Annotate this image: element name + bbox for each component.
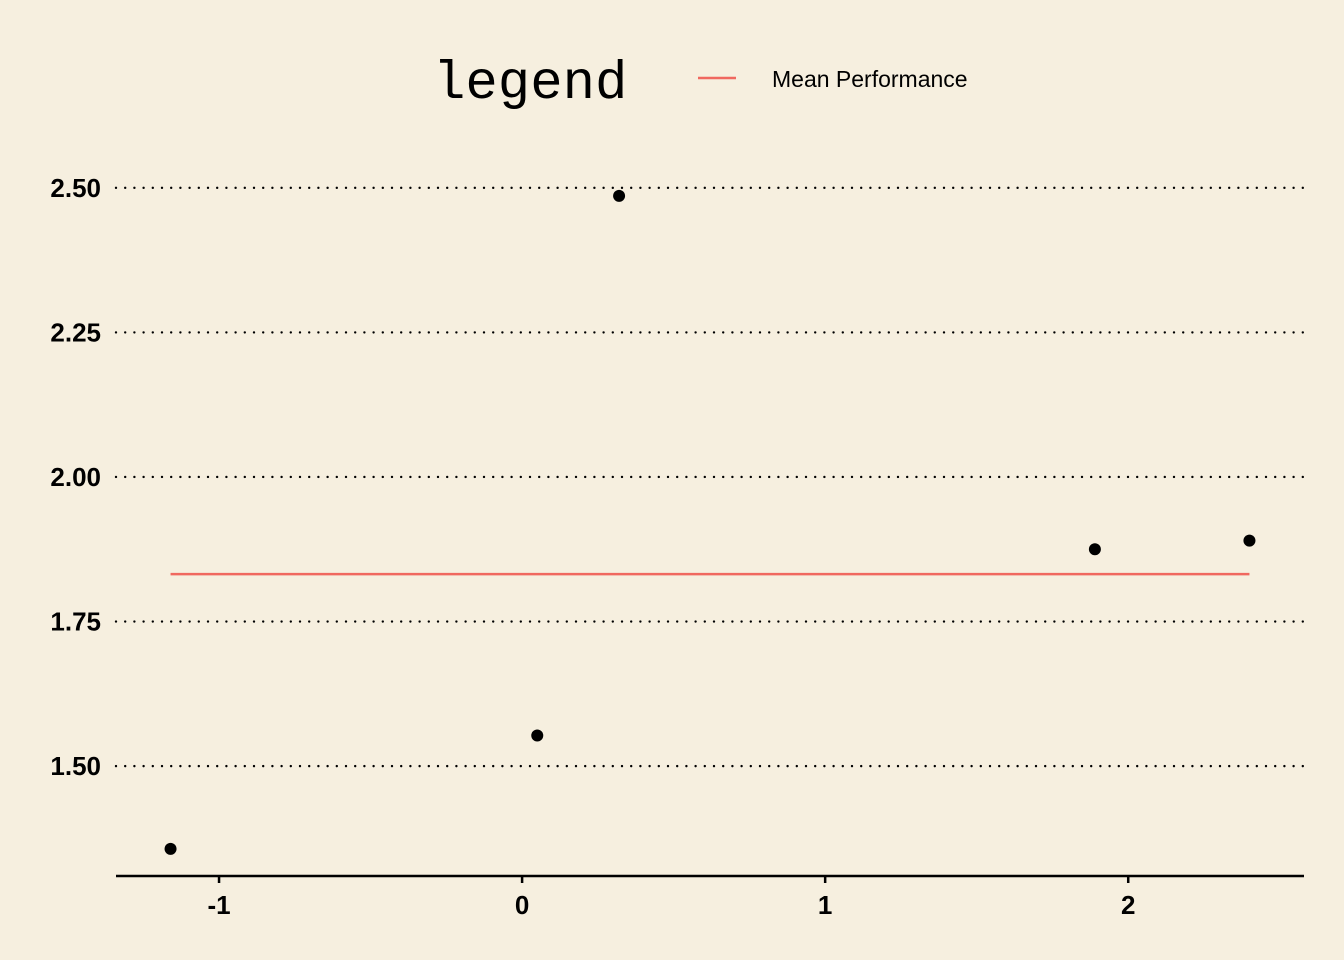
x-tick-label: 1 xyxy=(818,890,832,920)
scatter-points xyxy=(164,189,1256,855)
x-axis: -1 0 1 2 xyxy=(116,874,1304,920)
legend: legend Mean Performance xyxy=(433,54,968,115)
y-tick-label: 1.75 xyxy=(50,607,101,637)
scatter-point xyxy=(1243,534,1256,547)
scatter-point xyxy=(531,729,544,742)
scatter-point xyxy=(164,842,177,855)
y-tick-label: 2.00 xyxy=(50,462,101,492)
scatter-point xyxy=(1088,543,1101,556)
y-tick-label: 2.25 xyxy=(50,317,101,347)
y-axis-tick-labels: 1.50 1.75 2.00 2.25 2.50 xyxy=(50,173,101,781)
y-tick-label: 1.50 xyxy=(50,751,101,781)
legend-title: legend xyxy=(433,54,627,115)
legend-label-mean-performance: Mean Performance xyxy=(772,66,968,92)
x-tick-label: -1 xyxy=(207,890,230,920)
x-tick-label: 2 xyxy=(1121,890,1135,920)
y-tick-label: 2.50 xyxy=(50,173,101,203)
scatter-point xyxy=(613,189,626,202)
x-tick-label: 0 xyxy=(515,890,529,920)
